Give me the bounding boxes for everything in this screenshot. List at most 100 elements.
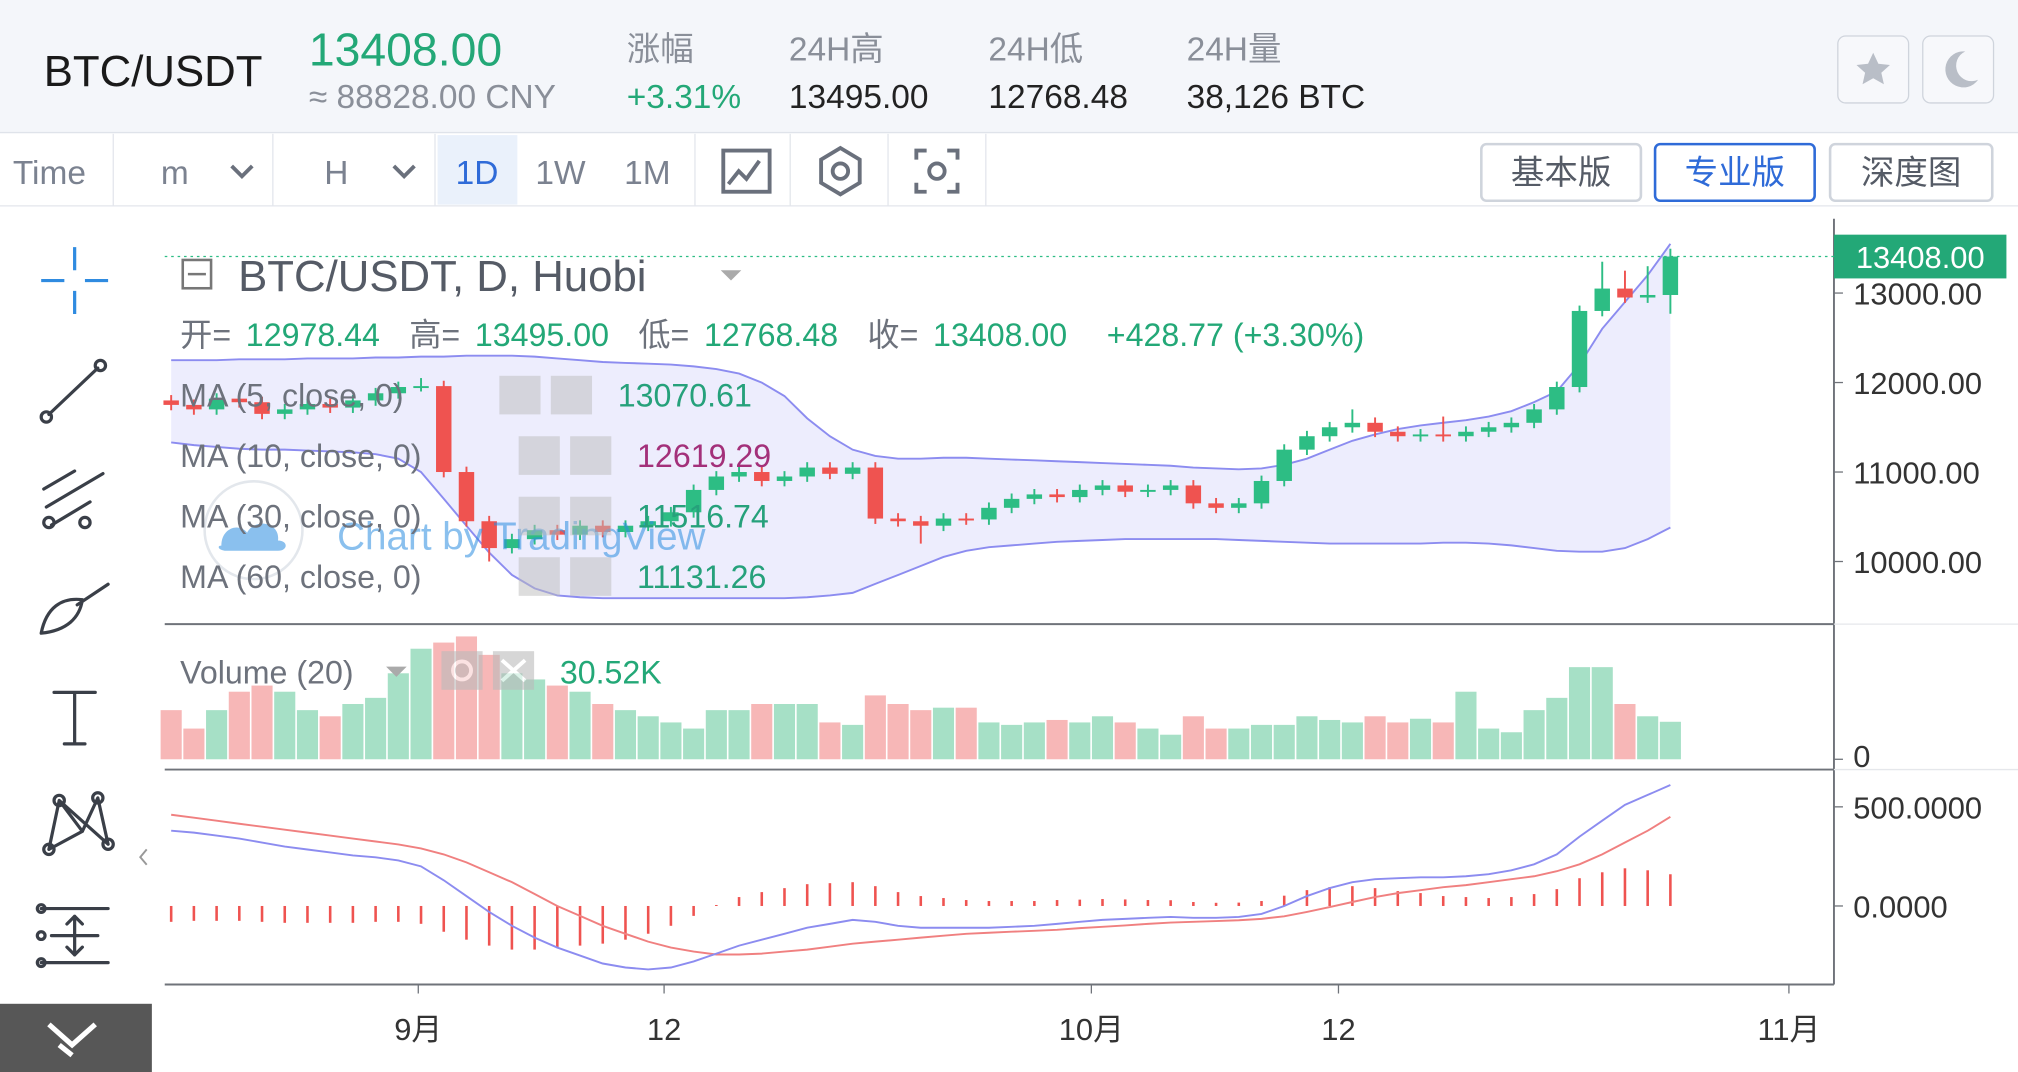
interval-minutes[interactable]: m [161, 155, 189, 192]
collapse-legend[interactable] [181, 258, 213, 290]
button-label[interactable]: 基本版 [1511, 155, 1611, 192]
crosshair-tool[interactable] [41, 247, 109, 315]
indicator-settings[interactable] [499, 375, 541, 415]
volume-bar [955, 707, 977, 760]
indicator-settings[interactable] [518, 436, 560, 475]
volume-bar [1160, 734, 1182, 760]
title-dropdown[interactable] [720, 270, 742, 281]
interval-week[interactable]: 1W [535, 155, 586, 192]
volume-bar [1273, 724, 1295, 760]
volume-name: Volume (20) [180, 654, 353, 690]
interval-time[interactable]: Time [13, 155, 86, 192]
theme-button[interactable] [1922, 35, 1995, 104]
text-tool[interactable] [52, 690, 97, 746]
volume-bar [864, 695, 886, 760]
candle-body [1094, 485, 1111, 490]
candle-body [1299, 436, 1315, 450]
pro-version-button[interactable]: 专业版 [1653, 142, 1816, 203]
brush-tool[interactable] [39, 582, 110, 635]
volume-bar [1114, 722, 1136, 760]
measure-tool[interactable] [35, 903, 110, 969]
volume-bar [1455, 691, 1477, 760]
band-line [171, 441, 1671, 600]
dropdown-arrow[interactable] [392, 164, 416, 180]
candle-body [776, 476, 793, 481]
dropdown-arrow[interactable] [230, 164, 254, 180]
collapse-arrow[interactable] [139, 848, 148, 866]
indicator-name: MA (10, close, 0) [180, 438, 421, 474]
volume-bar [1091, 716, 1114, 760]
ohlc-value: 13408.00 [933, 317, 1067, 353]
tool-expand-bg[interactable] [0, 1003, 152, 1072]
favorite-button[interactable] [1837, 35, 1910, 104]
candle-body [322, 404, 338, 408]
stat-label: 24H低 [988, 31, 1083, 68]
volume-bar [410, 648, 432, 760]
interval-active-bg [437, 135, 518, 205]
volume-bar [1523, 710, 1545, 760]
volume-bar [183, 728, 205, 760]
indicator-remove[interactable] [550, 375, 593, 415]
indicator-remove[interactable] [570, 557, 612, 596]
indicator-value: 11131.26 [637, 559, 766, 595]
candle-body [1072, 489, 1088, 498]
button-label[interactable]: 专业版 [1685, 155, 1785, 192]
indicator-name: MA (60, close, 0) [180, 559, 421, 595]
volume-bar [796, 703, 818, 760]
candle-body [1390, 431, 1406, 437]
x-tick-label: 11月 [1757, 1012, 1820, 1047]
volume-bar [274, 691, 296, 760]
candle-body [1117, 485, 1133, 492]
ohlc-value: 12978.44 [246, 317, 380, 353]
indicator-value: 11516.74 [637, 499, 769, 535]
volume-bar [1478, 728, 1500, 760]
fib-tool[interactable] [42, 469, 105, 530]
macd-line [171, 784, 1671, 971]
volume-bar [1614, 703, 1636, 760]
ohlc-key: 低= [638, 317, 689, 353]
interval-hours[interactable]: H [324, 155, 348, 192]
candle-body [958, 518, 974, 521]
volume-bar [1182, 716, 1204, 760]
indicator-settings[interactable] [518, 557, 560, 596]
macd-tick-label: 500.0000 [1853, 790, 1982, 825]
y-tick-label: 11000.00 [1853, 456, 1980, 491]
macd-line [171, 813, 1671, 956]
volume-bar [660, 722, 682, 760]
volume-bar [978, 722, 1000, 760]
interval-day[interactable]: 1D [456, 155, 499, 192]
ohlc-value: 12768.48 [704, 317, 838, 353]
candle-body [708, 476, 725, 490]
indicator-button[interactable] [721, 148, 772, 194]
candle-body [186, 404, 202, 410]
volume-bar [1659, 721, 1681, 760]
basic-version-button[interactable]: 基本版 [1480, 142, 1643, 203]
candle-body [1571, 310, 1588, 388]
volume-value: 30.52K [560, 654, 662, 690]
candle-body [1526, 409, 1542, 423]
indicator-settings[interactable] [518, 496, 560, 536]
volume-bar [206, 710, 228, 760]
legend-dropdown[interactable] [386, 666, 407, 677]
x-tick-label: 12 [1321, 1012, 1355, 1047]
screenshot-button[interactable] [914, 148, 960, 194]
candle-body [685, 489, 702, 513]
indicator-remove[interactable] [570, 436, 612, 475]
pattern-tool[interactable] [42, 791, 115, 857]
chart-title: BTC/USDT, D, Huobi [238, 252, 646, 301]
candle-body [1549, 387, 1565, 410]
depth-chart-button[interactable]: 深度图 [1828, 142, 1994, 203]
candle-body [913, 521, 929, 526]
candle-body [640, 521, 656, 526]
stat-value: 12768.48 [988, 79, 1128, 116]
interval-month[interactable]: 1M [624, 155, 670, 192]
y-tick-label: 10000.00 [1853, 545, 1982, 580]
button-label[interactable]: 深度图 [1861, 155, 1961, 192]
last-price-badge [1833, 234, 2007, 279]
settings-button[interactable] [819, 145, 862, 197]
tool-expand-icon[interactable] [47, 1022, 97, 1058]
volume-bar [637, 716, 659, 760]
indicator-remove[interactable] [570, 496, 612, 536]
volume-legend-buttons[interactable] [441, 651, 535, 690]
line-tool[interactable] [39, 358, 108, 424]
